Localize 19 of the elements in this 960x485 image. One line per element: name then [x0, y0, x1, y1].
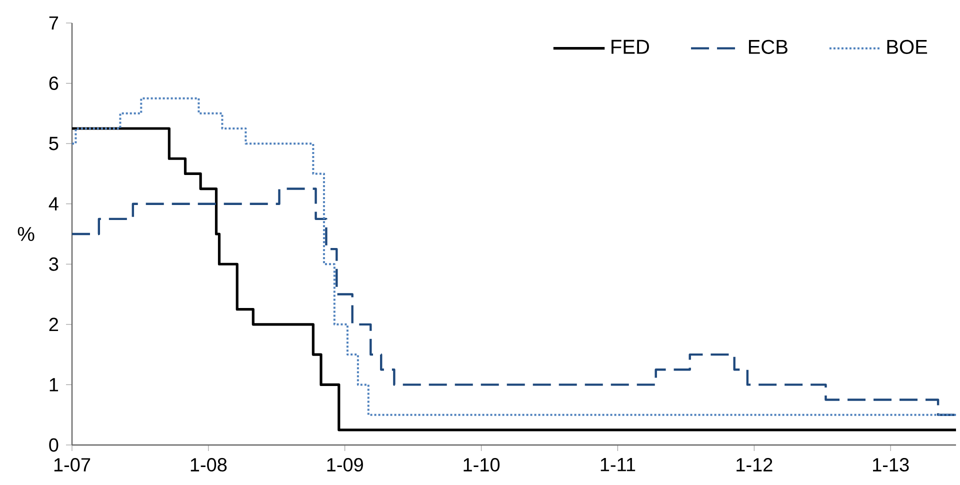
x-tick-label: 1-12 [736, 458, 772, 472]
y-tick-label: 3 [49, 257, 58, 271]
y-axis-title: % [18, 226, 34, 241]
legend-label: FED [612, 40, 649, 54]
legend-label: BOE [887, 40, 928, 54]
legend-label: ECB [748, 40, 788, 54]
x-tick-label: 1-10 [464, 458, 500, 472]
x-tick-label: 1-11 [600, 458, 636, 472]
x-tick-label: 1-07 [54, 458, 90, 472]
y-tick-label: 6 [49, 76, 58, 90]
y-tick-label: 4 [48, 197, 58, 210]
x-tick-label: 1-08 [190, 458, 227, 472]
x-tick-label: 1-09 [327, 458, 363, 472]
y-tick-label: 7 [49, 16, 58, 30]
y-tick-label: 1 [50, 378, 58, 392]
y-tick-label: 5 [49, 136, 58, 150]
y-tick-label: 2 [49, 318, 58, 332]
y-tick-label: 0 [49, 438, 58, 452]
x-tick-label: 1-13 [873, 458, 909, 472]
